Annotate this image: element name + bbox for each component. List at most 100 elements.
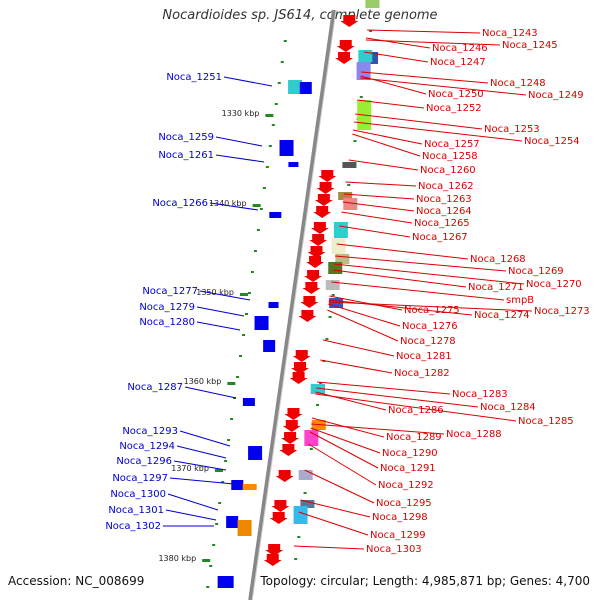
right-gene-label: Noca_1288 — [446, 429, 502, 440]
gene-block-reverse — [288, 80, 303, 94]
right-gene-leader — [328, 303, 401, 327]
right-gene-leader — [298, 511, 369, 536]
strand-dot — [369, 30, 373, 32]
right-gene-label: Noca_1282 — [394, 368, 450, 379]
right-gene-label: Noca_1263 — [416, 194, 472, 205]
gene-block — [300, 500, 315, 508]
right-gene-leader — [315, 391, 387, 411]
right-gene-leader — [360, 77, 527, 96]
scale-dot — [244, 313, 248, 315]
right-gene-label: Noca_1281 — [396, 351, 452, 362]
right-gene-label: Noca_1254 — [524, 136, 580, 147]
right-gene-leader — [361, 71, 489, 84]
scale-tick — [227, 382, 236, 385]
right-gene-label: Noca_1276 — [402, 321, 458, 332]
scale-dot — [259, 208, 263, 210]
scale-dot — [277, 82, 281, 84]
right-gene-leader — [365, 37, 431, 49]
strand-dot — [328, 316, 332, 318]
right-gene-leader — [320, 359, 393, 374]
right-gene-leader — [310, 427, 381, 454]
genome-axis — [248, 9, 336, 600]
right-gene-label: Noca_1298 — [372, 512, 428, 523]
gene-arrow-forward — [306, 256, 325, 268]
left-gene-leader — [215, 154, 265, 163]
gene-arrow-forward — [335, 52, 354, 64]
right-gene-label: Noca_1249 — [528, 90, 584, 101]
strand-dot — [303, 492, 307, 494]
scale-label: 1370 kbp — [171, 464, 209, 473]
right-gene-leader — [309, 431, 379, 469]
scale-dot — [274, 103, 278, 105]
left-gene-leader — [169, 477, 235, 485]
right-gene-leader — [323, 339, 395, 357]
gene-arrow-forward — [279, 444, 298, 456]
gene-block — [343, 198, 358, 210]
gene-block-reverse — [242, 398, 255, 406]
scale-dot — [209, 565, 213, 567]
right-gene-leader — [308, 443, 377, 486]
scale-tick — [202, 559, 211, 562]
gene-arrow-forward — [314, 194, 333, 206]
scale-dot — [253, 250, 257, 252]
map-title: Nocardioides sp. JS614, complete genome — [162, 8, 438, 23]
right-gene-leader — [300, 499, 371, 518]
right-gene-label: Noca_1290 — [382, 448, 438, 459]
gene-arrow-forward — [307, 246, 326, 258]
right-gene-label: Noca_1269 — [508, 266, 564, 277]
right-gene-leader — [331, 281, 505, 301]
scale-dot — [215, 523, 219, 525]
scale-dot — [280, 61, 284, 63]
scale-dot — [271, 124, 275, 126]
gene-block-reverse — [268, 302, 279, 308]
gene-arrow-forward — [284, 408, 303, 420]
scale-dot — [262, 187, 266, 189]
right-gene-label: Noca_1299 — [370, 530, 426, 541]
gene-arrow-forward — [318, 170, 337, 182]
gene-arrow-forward — [336, 40, 355, 52]
gene-block-reverse — [299, 82, 312, 94]
right-gene-leader — [352, 129, 423, 145]
right-gene-leader — [333, 269, 467, 288]
left-gene-label: Noca_1296 — [116, 456, 172, 467]
gene-arrow-forward — [281, 432, 300, 444]
left-gene-leader — [196, 306, 245, 317]
gene-arrow-forward — [310, 222, 329, 234]
right-gene-leader — [304, 469, 375, 504]
left-gene-label: Noca_1277 — [142, 286, 198, 297]
right-gene-leader — [354, 121, 523, 142]
scale-dot — [265, 166, 269, 168]
left-gene-leader — [196, 321, 241, 331]
right-gene-leader — [352, 133, 421, 157]
genome-axis-highlight — [251, 9, 337, 600]
gene-block-reverse — [231, 480, 244, 490]
right-gene-leader — [316, 387, 479, 408]
strand-dot — [309, 448, 313, 450]
gene-arrow-forward — [340, 15, 359, 27]
left-gene-leader — [165, 509, 217, 521]
gene-arrow-forward — [302, 282, 321, 294]
gene-block-reverse — [279, 140, 294, 156]
right-gene-leader — [357, 99, 425, 109]
right-gene-label: Noca_1252 — [426, 103, 482, 114]
strand-dot — [294, 558, 298, 560]
gene-block-reverse — [269, 212, 282, 218]
gene-block — [333, 222, 348, 238]
gene-block-reverse — [263, 340, 276, 352]
right-gene-label: Noca_1286 — [388, 405, 444, 416]
scale-label: 1340 kbp — [209, 199, 247, 208]
strand-dot — [359, 96, 363, 98]
right-gene-label: smpB — [506, 295, 534, 306]
left-gene-label: Noca_1293 — [122, 426, 178, 437]
gene-arrow-forward — [263, 554, 282, 566]
gene-arrow-forward — [309, 234, 328, 246]
right-gene-label: Noca_1247 — [430, 57, 486, 68]
right-gene-leader — [336, 243, 469, 260]
gene-block-reverse — [226, 516, 239, 528]
left-gene-leader — [176, 445, 227, 459]
right-gene-leader — [365, 39, 501, 46]
gene-block — [356, 62, 371, 80]
strand-dot — [316, 404, 320, 406]
right-gene-label: Noca_1253 — [484, 124, 540, 135]
right-gene-leader — [311, 417, 385, 438]
